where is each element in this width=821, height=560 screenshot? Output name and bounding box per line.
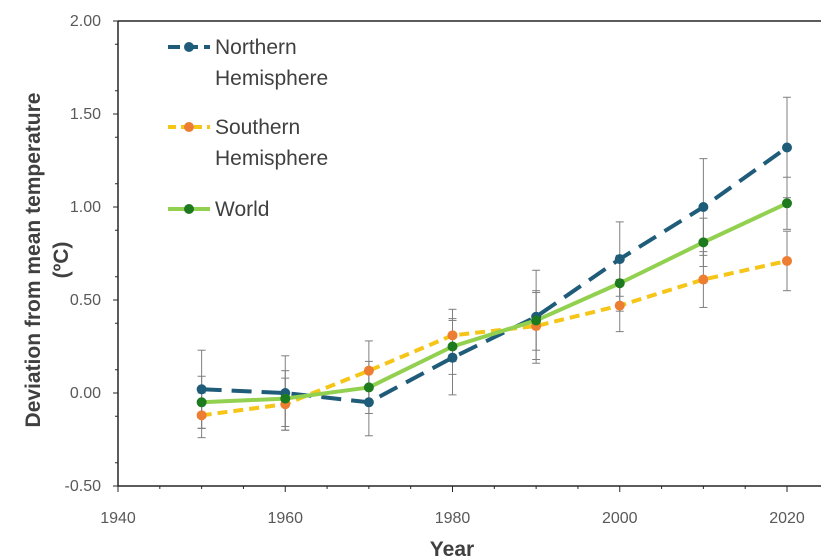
y-axis-title-line: (ºC)	[50, 242, 73, 279]
data-point	[363, 365, 374, 376]
legend-label-line: Northern	[215, 36, 297, 59]
x-tick-label: 1960	[267, 510, 303, 527]
axes	[113, 20, 821, 492]
data-point	[614, 254, 625, 265]
data-point	[782, 142, 792, 153]
legend-swatch-marker	[184, 204, 194, 214]
legend-label-line: Hemisphere	[215, 147, 328, 170]
legend: Northern Hemisphere Southern Hemisphere Worl…	[168, 36, 328, 221]
data-point	[447, 341, 458, 352]
legend-swatch-marker	[184, 122, 194, 132]
data-point	[363, 397, 374, 408]
data-point	[782, 255, 792, 266]
x-tick-label: 1980	[435, 510, 471, 527]
data-point	[447, 352, 458, 363]
series-line	[201, 145, 789, 405]
x-tick-label: 1940	[100, 510, 136, 527]
legend-label: World	[215, 198, 269, 221]
y-tick-label: 0.00	[70, 385, 101, 402]
data-point	[698, 237, 709, 248]
series-markers	[196, 142, 792, 421]
y-tick-label: 0.50	[70, 292, 101, 309]
data-point	[531, 315, 542, 326]
data-point	[280, 393, 291, 404]
series-lines	[201, 145, 789, 418]
data-point	[447, 330, 458, 341]
x-tick-label: 2020	[769, 510, 805, 527]
series-line	[201, 201, 788, 405]
tick-labels: -0.50 0.00 0.50 1.00 1.50 2.00 1940 1960 1980 200…	[65, 13, 805, 527]
y-tick-label: -0.50	[65, 478, 102, 495]
legend-label-line: Southern	[215, 116, 300, 139]
axis-titles: Year Deviation from mean temperature (ºC)	[22, 93, 474, 560]
y-tick-label: 2.00	[70, 13, 101, 30]
x-tick-label: 2000	[602, 510, 638, 527]
data-point	[698, 202, 709, 212]
y-axis-title-line: Deviation from mean temperature	[22, 93, 45, 428]
legend-label-line: Hemisphere	[215, 67, 328, 90]
data-point	[698, 274, 709, 285]
y-tick-label: 1.00	[70, 199, 101, 216]
x-axis-title: Year	[430, 538, 474, 560]
legend-swatch-marker	[184, 42, 194, 52]
y-axis-title: Deviation from mean temperature (ºC)	[22, 93, 73, 428]
data-point	[614, 278, 625, 289]
y-tick-label: 1.50	[70, 106, 101, 123]
data-point	[363, 382, 374, 393]
data-point	[196, 410, 207, 421]
data-point	[196, 384, 207, 395]
data-point	[782, 198, 792, 209]
legend-label: Southern Hemisphere	[215, 116, 328, 170]
legend-label-line: World	[215, 198, 269, 221]
legend-label: Northern Hemisphere	[215, 36, 328, 90]
data-point	[614, 300, 625, 311]
data-point	[196, 397, 207, 408]
